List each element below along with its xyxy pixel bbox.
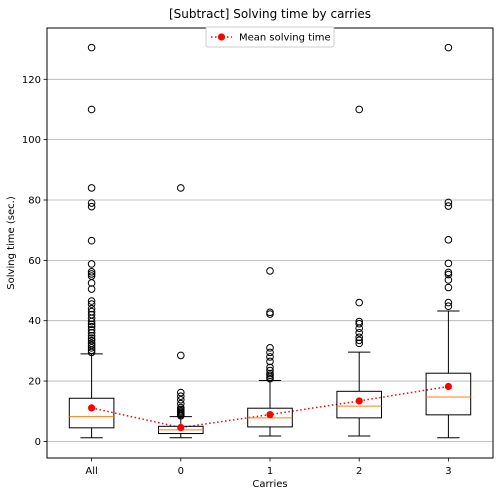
chart-title: [Subtract] Solving time by carries	[169, 7, 371, 21]
outlier-point	[355, 333, 364, 342]
box-All	[68, 43, 115, 439]
outlier-point	[444, 43, 453, 52]
outlier-point	[87, 336, 96, 345]
outlier-point	[444, 298, 453, 307]
outlier-point	[87, 341, 96, 350]
x-ticks: All 0 1 2 3	[85, 458, 452, 477]
outlier-point	[87, 270, 96, 278]
y-tick-label: 80	[28, 196, 41, 207]
y-ticks: 0 20 40 60 80 100 120	[22, 75, 47, 448]
mean-points	[88, 382, 452, 432]
outlier-point	[87, 272, 96, 280]
outlier-point	[444, 259, 453, 268]
outlier-point	[87, 297, 96, 305]
outlier-point	[444, 276, 453, 284]
outlier-point	[266, 369, 274, 378]
outlier-point	[355, 319, 364, 328]
outlier-point	[177, 351, 185, 360]
outlier-point	[87, 325, 96, 334]
outlier-point	[444, 302, 453, 311]
outlier-point	[87, 344, 96, 352]
outlier-point	[266, 353, 274, 361]
legend-frame	[205, 26, 335, 48]
legend: Mean solving time	[205, 26, 335, 48]
outlier-point	[87, 339, 96, 348]
outlier-point	[266, 344, 274, 352]
boxes	[68, 43, 472, 439]
mean-point	[266, 410, 274, 419]
outlier-point	[87, 320, 96, 329]
mean-point	[444, 382, 452, 391]
box-iqr	[336, 390, 382, 419]
mean-point	[355, 397, 363, 405]
outlier-point	[355, 336, 364, 345]
outlier-point	[87, 331, 96, 340]
x-tick-label: 1	[267, 466, 273, 477]
box-1	[247, 267, 293, 437]
outlier-point	[444, 283, 453, 292]
outlier-point	[355, 328, 364, 337]
box-iqr	[68, 397, 115, 429]
outlier-point	[444, 270, 453, 279]
outlier-point	[87, 285, 96, 293]
outlier-point	[177, 388, 185, 397]
outlier-point	[87, 43, 96, 52]
x-tick-label: All	[85, 466, 97, 477]
gridlines	[47, 78, 493, 442]
box-2	[336, 105, 382, 437]
outlier-point	[266, 267, 274, 275]
legend-label: Mean solving time	[239, 33, 331, 44]
outlier-point	[177, 403, 185, 412]
mean-point	[88, 404, 96, 412]
x-axis-label: Carries	[252, 479, 287, 490]
x-tick-label: 3	[445, 466, 451, 477]
outlier-point	[355, 105, 364, 114]
outlier-point	[355, 339, 364, 348]
outlier-point	[444, 268, 453, 277]
outlier-point	[87, 300, 96, 308]
outlier-point	[177, 399, 185, 408]
y-tick-label: 100	[22, 135, 41, 146]
x-tick-label: 2	[356, 466, 362, 477]
outlier-point	[177, 392, 185, 400]
outlier-point	[87, 236, 96, 245]
box-0	[158, 184, 204, 439]
outlier-point	[87, 307, 96, 316]
outlier-point	[87, 268, 96, 276]
y-tick-label: 0	[35, 437, 41, 448]
outlier-point	[266, 308, 274, 317]
outlier-point	[444, 198, 453, 207]
outlier-point	[87, 105, 96, 114]
outlier-point	[87, 322, 96, 331]
outlier-point	[87, 260, 96, 268]
mean-point	[177, 423, 185, 432]
outlier-point	[87, 310, 96, 319]
y-tick-label: 20	[28, 377, 41, 388]
outlier-point	[87, 184, 96, 192]
outlier-point	[444, 236, 453, 244]
outlier-point	[87, 199, 96, 207]
outlier-point	[177, 184, 185, 192]
outlier-point	[355, 317, 364, 326]
outlier-point	[87, 334, 96, 343]
y-tick-label: 60	[28, 256, 41, 267]
outlier-point	[87, 202, 96, 211]
outlier-point	[266, 366, 274, 375]
y-axis-label: Solving time (sec.)	[6, 196, 17, 290]
box-3	[425, 43, 472, 439]
outlier-point	[87, 328, 96, 337]
outlier-point	[444, 202, 453, 210]
y-tick-label: 120	[22, 75, 41, 86]
outlier-point	[266, 363, 274, 372]
outlier-point	[177, 395, 185, 404]
x-tick-label: 0	[178, 466, 184, 477]
box-iqr	[425, 372, 472, 416]
y-tick-label: 40	[28, 316, 41, 327]
outlier-point	[266, 357, 274, 366]
legend-marker	[217, 33, 226, 41]
outlier-point	[355, 298, 364, 307]
outlier-point	[87, 304, 96, 313]
outlier-point	[266, 348, 274, 357]
